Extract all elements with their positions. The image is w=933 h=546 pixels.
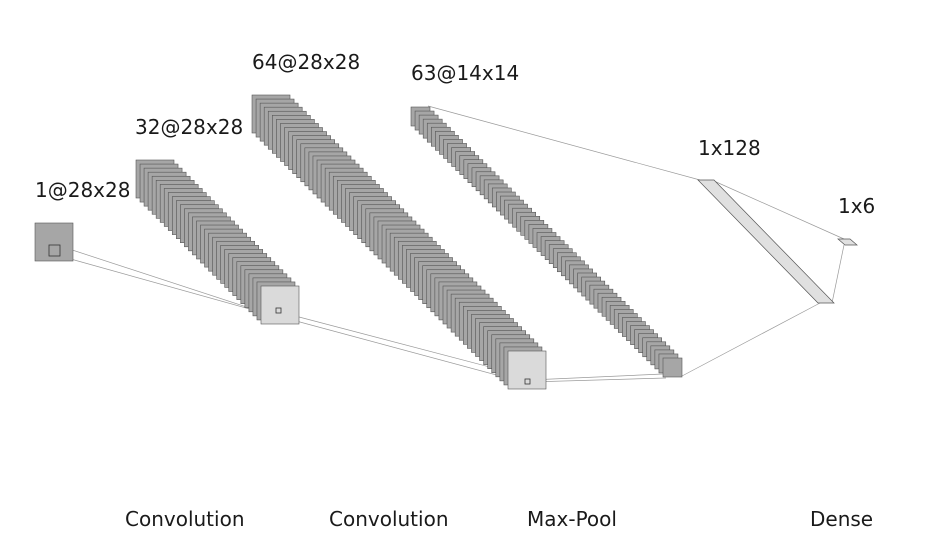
connection-line bbox=[279, 311, 525, 377]
operation-label-dense: Dense bbox=[810, 507, 874, 531]
operation-label-conv2: Convolution bbox=[329, 507, 449, 531]
connection-line bbox=[284, 317, 531, 385]
connection-line bbox=[529, 377, 667, 383]
input-map bbox=[34, 222, 74, 262]
conv2-stack-map bbox=[507, 350, 547, 390]
connection-line bbox=[529, 373, 664, 381]
conv2-kernel bbox=[524, 378, 531, 385]
conv1-stack-map bbox=[260, 285, 300, 325]
layer-label-input: 1@28x28 bbox=[35, 178, 131, 202]
conv1-stack bbox=[135, 159, 300, 325]
layer-label-out: 1x6 bbox=[838, 194, 876, 218]
layer-label-conv2: 64@28x28 bbox=[252, 50, 361, 74]
conv1-kernel bbox=[275, 307, 282, 314]
pool-stack bbox=[410, 106, 683, 378]
layer-label-conv1: 32@28x28 bbox=[135, 115, 244, 139]
operation-label-pool: Max-Pool bbox=[527, 507, 617, 531]
operation-label-conv1: Convolution bbox=[125, 507, 245, 531]
input-kernel bbox=[48, 244, 61, 257]
conv2-stack bbox=[251, 94, 547, 390]
dense-layer-1x128 bbox=[697, 179, 835, 304]
output-layer-1x6 bbox=[837, 238, 858, 246]
connection-lines bbox=[59, 105, 845, 385]
connection-line bbox=[427, 105, 701, 181]
connection-line bbox=[59, 245, 263, 313]
connection-line bbox=[713, 180, 845, 240]
connection-line bbox=[681, 302, 821, 377]
pool-stack-map bbox=[662, 357, 683, 378]
layer-label-fc: 1x128 bbox=[698, 136, 761, 160]
connection-line bbox=[831, 244, 845, 304]
layer-label-pool: 63@14x14 bbox=[411, 61, 520, 85]
